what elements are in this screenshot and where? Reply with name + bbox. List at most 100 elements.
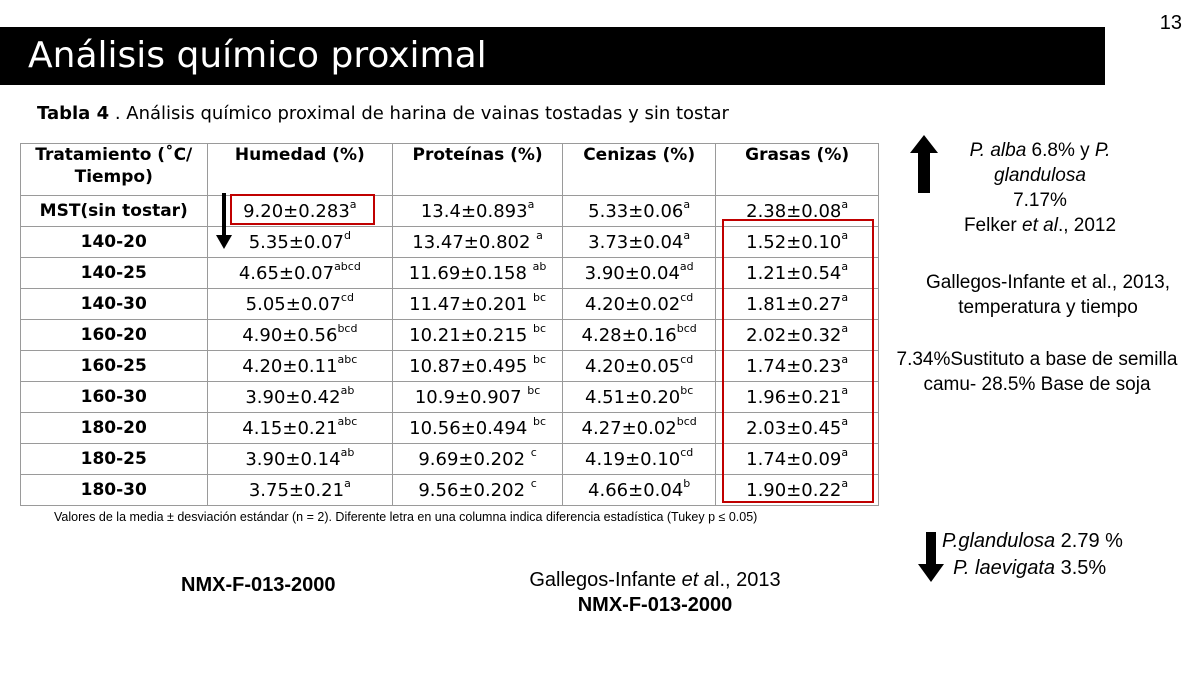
cell-humedad: 9.20±0.283a — [206, 195, 394, 227]
reference-substitute: 7.34%Sustituto a base de semilla camu- 2… — [896, 349, 1178, 395]
cell-cenizas: 3.90±0.04ad — [562, 257, 717, 289]
glandulosa-laevigata-note: P.glandulosa 2.79 % P. laevigata 3.5% — [942, 528, 1123, 582]
down-arrow-icon — [918, 532, 944, 582]
bottom-ref-author: Gallegos-Infante — [529, 569, 682, 591]
slide-title: Análisis químico proximal — [28, 35, 487, 76]
table-row: 160-20 4.90±0.56bcd 10.21±0.215 bc 4.28±0.1… — [20, 319, 879, 351]
cell-tratamiento: 180-25 — [20, 443, 208, 475]
species-glandulosa-2: P.glandulosa — [942, 530, 1056, 552]
header-proteinas: Proteínas (%) — [392, 143, 564, 196]
cell-tratamiento: 140-20 — [20, 226, 208, 258]
ref-text: 6.8% y — [1026, 140, 1095, 161]
cell-proteinas: 10.9±0.907 bc — [392, 381, 564, 413]
cell-proteinas: 13.47±0.802 a — [392, 226, 564, 258]
cell-grasas: 2.03±0.45a — [715, 412, 879, 444]
highlight-box-grasas — [722, 219, 874, 503]
species-alba: P. alba — [969, 140, 1027, 161]
cell-grasas: 2.38±0.08a — [715, 195, 879, 227]
table-row: 160-30 3.90±0.42ab 10.9±0.907 bc 4.51±0.20b… — [20, 381, 879, 413]
header-cenizas: Cenizas (%) — [562, 143, 717, 196]
cell-humedad: 4.20±0.11abc — [206, 350, 394, 382]
cell-proteinas: 11.47±0.201 bc — [392, 288, 564, 320]
cell-humedad: 3.90±0.42ab — [206, 381, 394, 413]
cell-grasas: 1.21±0.54a — [715, 257, 879, 289]
cell-proteinas: 9.56±0.202 c — [392, 474, 564, 506]
cell-cenizas: 4.27±0.02bcd — [562, 412, 717, 444]
ref-percentage: 7.17% — [1013, 190, 1067, 211]
cell-grasas: 2.02±0.32a — [715, 319, 879, 351]
standard-center: NMX-F-013-2000 — [577, 594, 733, 616]
cell-grasas: 1.74±0.23a — [715, 350, 879, 382]
cell-cenizas: 4.20±0.02cd — [562, 288, 717, 320]
cell-cenizas: 3.73±0.04a — [562, 226, 717, 258]
ref-author: Felker — [963, 215, 1023, 236]
reference-bottom: Gallegos-Infante et al., 2013 NMX-F-013-… — [510, 568, 800, 618]
cell-tratamiento: 140-25 — [20, 257, 208, 289]
cell-grasas: 1.90±0.22a — [715, 474, 879, 506]
up-arrow-icon — [910, 135, 938, 193]
caption-text: . Análisis químico proximal de harina de… — [109, 103, 729, 124]
header-humedad: Humedad (%) — [206, 143, 394, 196]
ref-year: ., 2012 — [1057, 215, 1117, 236]
header-tratamiento: Tratamiento (˚C/ Tiempo) — [20, 143, 208, 196]
cell-tratamiento: 160-25 — [20, 350, 208, 382]
cell-grasas: 1.81±0.27a — [715, 288, 879, 320]
cell-proteinas: 10.87±0.495 bc — [392, 350, 564, 382]
table-row: 180-20 4.15±0.21abc 10.56±0.494 bc 4.27±0.0… — [20, 412, 879, 444]
cell-grasas: 1.96±0.21a — [715, 381, 879, 413]
cell-cenizas: 4.51±0.20bc — [562, 381, 717, 413]
table-row: 140-20 5.35±0.07d 13.47±0.802 a 3.73±0.04a 1… — [20, 226, 879, 258]
cell-tratamiento: 180-30 — [20, 474, 208, 506]
cell-tratamiento: MST(sin tostar) — [20, 195, 208, 227]
cell-proteinas: 13.4±0.893a — [392, 195, 564, 227]
proximal-analysis-table: Tratamiento (˚C/ Tiempo) Humedad (%) Pro… — [20, 143, 879, 506]
bottom-ref-etal: et a — [681, 569, 716, 591]
title-bar: Análisis químico proximal — [0, 27, 1105, 85]
cell-proteinas: 10.56±0.494 bc — [392, 412, 564, 444]
cell-tratamiento: 160-20 — [20, 319, 208, 351]
reference-felker: P. alba 6.8% y P. glandulosa 7.17% Felke… — [940, 138, 1140, 238]
cell-tratamiento: 140-30 — [20, 288, 208, 320]
cell-humedad: 5.35±0.07d — [206, 226, 394, 258]
cell-cenizas: 4.66±0.04b — [562, 474, 717, 506]
slide-number: 13 — [1159, 12, 1182, 34]
ref2-line2: temperatura y tiempo — [958, 297, 1138, 318]
cell-cenizas: 4.20±0.05cd — [562, 350, 717, 382]
cell-proteinas: 10.21±0.215 bc — [392, 319, 564, 351]
table-row: 140-25 4.65±0.07abcd 11.69±0.158 ab 3.90±0.… — [20, 257, 879, 289]
table-footnote: Valores de la media ± desviación estánda… — [54, 510, 758, 524]
ref-etal: et al — [1022, 215, 1058, 236]
gland-value: 2.79 % — [1055, 530, 1123, 552]
table-caption: Tabla 4 . Análisis químico proximal de h… — [37, 103, 729, 124]
standard-left: NMX-F-013-2000 — [181, 574, 336, 596]
species-glandulosa: P. glandulosa — [994, 140, 1111, 186]
cell-humedad: 3.90±0.14ab — [206, 443, 394, 475]
table-row: 180-30 3.75±0.21a 9.56±0.202 c 4.66±0.04b 1.… — [20, 474, 879, 506]
cell-humedad: 4.65±0.07abcd — [206, 257, 394, 289]
table-row: 180-25 3.90±0.14ab 9.69±0.202 c 4.19±0.10cd… — [20, 443, 879, 475]
highlight-box-humedad — [230, 194, 375, 225]
laevigata-value: 3.5% — [1055, 557, 1107, 579]
cell-humedad: 4.90±0.56bcd — [206, 319, 394, 351]
bottom-ref-year: l., 2013 — [715, 569, 781, 591]
cell-proteinas: 9.69±0.202 c — [392, 443, 564, 475]
cell-tratamiento: 160-30 — [20, 381, 208, 413]
table-header-row: Tratamiento (˚C/ Tiempo) Humedad (%) Pro… — [20, 143, 879, 196]
header-grasas: Grasas (%) — [715, 143, 879, 196]
table-body: MST(sin tostar) 9.20±0.283a 13.4±0.893a 5.3… — [20, 195, 879, 506]
cell-cenizas: 5.33±0.06a — [562, 195, 717, 227]
cell-humedad: 5.05±0.07cd — [206, 288, 394, 320]
cell-humedad: 4.15±0.21abc — [206, 412, 394, 444]
ref2-line1: Gallegos-Infante et al., 2013, — [926, 272, 1170, 293]
cell-cenizas: 4.28±0.16bcd — [562, 319, 717, 351]
caption-label: Tabla 4 — [37, 103, 110, 124]
table-row: 140-30 5.05±0.07cd 11.47±0.201 bc 4.20±0.02… — [20, 288, 879, 320]
cell-grasas: 1.74±0.09a — [715, 443, 879, 475]
reference-gallegos: Gallegos-Infante et al., 2013, temperatu… — [898, 270, 1198, 320]
cell-humedad: 3.75±0.21a — [206, 474, 394, 506]
down-arrow-icon — [216, 193, 232, 249]
cell-proteinas: 11.69±0.158 ab — [392, 257, 564, 289]
cell-cenizas: 4.19±0.10cd — [562, 443, 717, 475]
species-laevigata: P. laevigata — [953, 557, 1056, 579]
cell-tratamiento: 180-20 — [20, 412, 208, 444]
